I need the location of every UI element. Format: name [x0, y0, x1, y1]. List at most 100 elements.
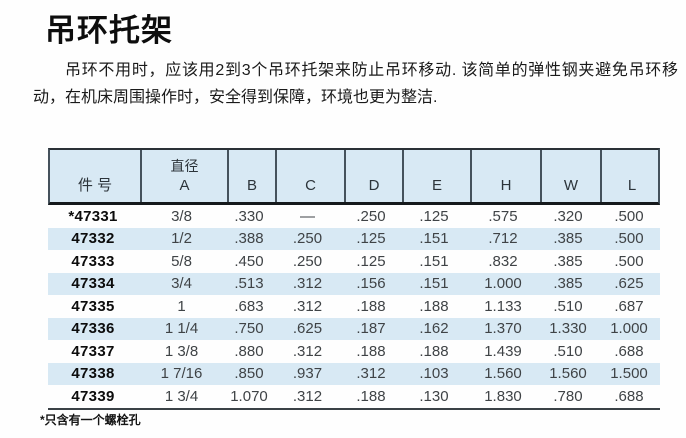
value-cell-w: .385: [553, 275, 583, 293]
value-cell-d: .125: [356, 252, 386, 270]
value-cell-l: .687: [614, 297, 644, 315]
table-row: 47334 3/4 .513 .312 .156 .151 1.000 .385…: [48, 272, 660, 295]
value-cell-b: .330: [234, 207, 264, 225]
value-cell-b: .450: [234, 252, 264, 270]
header-cell-diameter-a: 直径 A: [140, 150, 227, 202]
value-cell-l: .500: [614, 252, 644, 270]
value-cell-h: 1.133: [484, 297, 522, 315]
value-cell-e: .125: [419, 207, 449, 225]
part-number-cell: 47337: [71, 342, 115, 360]
header-cell-h: H: [470, 150, 540, 202]
value-cell-d: .188: [356, 297, 386, 315]
table-row: 47332 1/2 .388 .250 .125 .151 .712 .385 …: [48, 227, 660, 250]
value-cell-e: .151: [419, 252, 449, 270]
value-cell-d: .125: [356, 230, 386, 248]
value-cell-b: .683: [234, 297, 264, 315]
header-cell-b: B: [227, 150, 275, 202]
value-cell-e: .162: [419, 320, 449, 338]
part-number-cell: 47338: [71, 365, 115, 383]
value-cell-d: .156: [356, 275, 386, 293]
value-cell-c: —: [300, 207, 315, 225]
table-body: *47331 3/8 .330 — .250 .125 .575 .320 .5…: [48, 205, 660, 410]
value-cell-a: 1 3/8: [164, 342, 199, 360]
value-cell-w: .385: [553, 230, 583, 248]
value-cell-e: .130: [419, 387, 449, 405]
part-number-cell: *47331: [68, 207, 118, 225]
table-row: 47339 1 3/4 1.070 .312 .188 .130 1.830 .…: [48, 385, 660, 408]
value-cell-e: .188: [419, 297, 449, 315]
value-cell-h: 1.830: [484, 387, 522, 405]
header-cell-c: C: [275, 150, 344, 202]
value-cell-a: 1 7/16: [160, 365, 203, 383]
value-cell-a: 3/4: [171, 275, 192, 293]
value-cell-w: 1.560: [549, 365, 587, 383]
value-cell-e: .151: [419, 275, 449, 293]
value-cell-c: .312: [292, 387, 323, 405]
value-cell-l: .500: [614, 207, 644, 225]
value-cell-d: .187: [356, 320, 386, 338]
value-cell-a: 1/2: [171, 230, 192, 248]
table-row: 47337 1 3/8 .880 .312 .188 .188 1.439 .5…: [48, 340, 660, 363]
value-cell-a: 1: [177, 297, 186, 315]
value-cell-l: .625: [614, 275, 644, 293]
table-row: 47338 1 7/16 .850 .937 .312 .103 1.560 1…: [48, 362, 660, 385]
part-number-cell: 47332: [71, 230, 115, 248]
value-cell-c: .250: [292, 252, 323, 270]
value-cell-h: 1.000: [484, 275, 522, 293]
table-header-row: 件 号 直径 A B C D E H W L: [48, 148, 660, 205]
value-cell-d: .312: [356, 365, 386, 383]
header-a-label: A: [179, 177, 190, 194]
value-cell-e: .103: [419, 365, 449, 383]
value-cell-h: .575: [488, 207, 518, 225]
value-cell-l: .688: [614, 387, 644, 405]
header-cell-part: 件 号: [50, 150, 140, 202]
value-cell-w: 1.330: [549, 320, 587, 338]
value-cell-e: .188: [419, 342, 449, 360]
part-number-cell: 47333: [71, 252, 115, 270]
value-cell-d: .188: [356, 387, 386, 405]
value-cell-w: .385: [553, 252, 583, 270]
value-cell-d: .250: [356, 207, 386, 225]
value-cell-w: .510: [553, 297, 583, 315]
value-cell-b: .880: [234, 342, 264, 360]
part-number-cell: 47336: [71, 320, 115, 338]
value-cell-b: 1.070: [230, 387, 268, 405]
value-cell-l: .688: [614, 342, 644, 360]
value-cell-e: .151: [419, 230, 449, 248]
value-cell-c: .937: [292, 365, 323, 383]
value-cell-c: .312: [292, 297, 323, 315]
value-cell-c: .625: [292, 320, 323, 338]
value-cell-h: 1.560: [484, 365, 522, 383]
footnote: *只含有一个螺栓孔: [40, 413, 141, 427]
header-cell-l: L: [600, 150, 662, 202]
table-row: 47336 1 1/4 .750 .625 .187 .162 1.370 1.…: [48, 317, 660, 340]
value-cell-c: .312: [292, 342, 323, 360]
value-cell-a: 1 3/4: [164, 387, 199, 405]
value-cell-w: .510: [553, 342, 583, 360]
value-cell-l: .500: [614, 230, 644, 248]
table-row: *47331 3/8 .330 — .250 .125 .575 .320 .5…: [48, 205, 660, 228]
table-row: 47333 5/8 .450 .250 .125 .151 .832 .385 …: [48, 250, 660, 273]
value-cell-h: .712: [488, 230, 518, 248]
parts-table: 件 号 直径 A B C D E H W L *47331 3/8 .330 — …: [48, 148, 660, 410]
value-cell-h: 1.439: [484, 342, 522, 360]
value-cell-c: .250: [292, 230, 323, 248]
value-cell-w: .320: [553, 207, 583, 225]
part-number-cell: 47339: [71, 387, 115, 405]
header-cell-e: E: [402, 150, 470, 202]
value-cell-l: 1.500: [610, 365, 648, 383]
intro-paragraph: 吊环不用时，应该用2到3个吊环托架来防止吊环移动. 该简单的弹性钢夹避免吊环移动…: [33, 62, 678, 106]
part-number-cell: 47335: [71, 297, 115, 315]
header-cell-w: W: [540, 150, 600, 202]
table-row: 47335 1 .683 .312 .188 .188 1.133 .510 .…: [48, 295, 660, 318]
value-cell-c: .312: [292, 275, 323, 293]
value-cell-b: .388: [234, 230, 264, 248]
value-cell-l: 1.000: [610, 320, 648, 338]
header-part-label: 件 号: [77, 177, 113, 194]
value-cell-b: .750: [234, 320, 264, 338]
value-cell-h: 1.370: [484, 320, 522, 338]
header-cell-d: D: [344, 150, 402, 202]
value-cell-d: .188: [356, 342, 386, 360]
value-cell-w: .780: [553, 387, 583, 405]
